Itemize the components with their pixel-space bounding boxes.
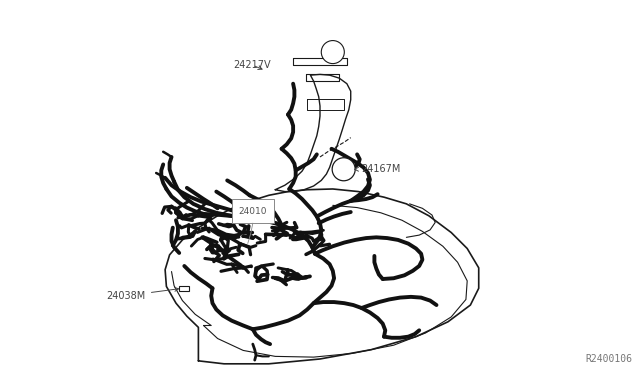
Text: 24010: 24010 [239, 207, 267, 216]
Text: 24167M: 24167M [355, 164, 401, 174]
Bar [179, 286, 189, 291]
Text: 24038M: 24038M [107, 288, 179, 301]
Circle shape [332, 158, 355, 181]
Circle shape [321, 41, 344, 64]
Text: 24217V: 24217V [234, 60, 271, 70]
Text: R2400106: R2400106 [585, 354, 632, 364]
Bar [232, 199, 274, 223]
